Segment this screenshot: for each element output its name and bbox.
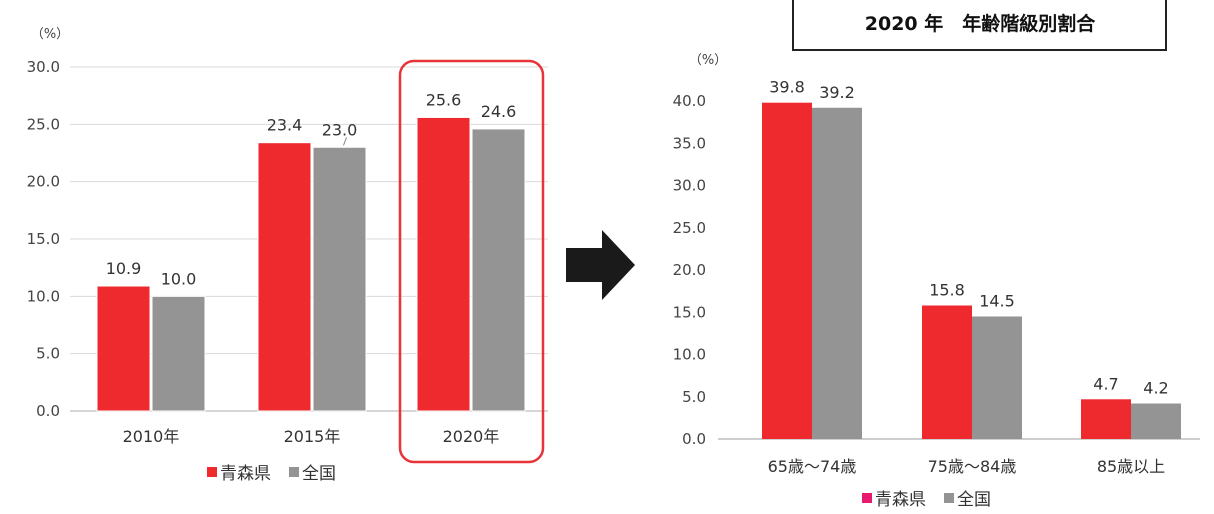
bar-national	[471, 128, 526, 412]
legend: 青森県 全国	[207, 464, 336, 484]
data-label: 15.8	[929, 280, 965, 299]
x-category-label: 2015年	[284, 427, 341, 446]
bar-national	[812, 107, 862, 439]
y-tick-label: 10.0	[673, 346, 706, 364]
legend-label: 全国	[957, 490, 991, 510]
x-category-label: 2010年	[123, 427, 180, 446]
x-category-label: 75歳～84歳	[928, 457, 1017, 476]
y-tick-label: 20.0	[27, 173, 60, 191]
bar-national	[1131, 403, 1181, 439]
chart-1: （%） 0.0 5.0 10.0 15.0 20.0 25.0 30.0 10.9 10.0 201…	[27, 27, 548, 484]
legend-swatch	[944, 493, 954, 503]
y-tick-label: 15.0	[673, 303, 706, 321]
bar-aomori	[922, 305, 972, 439]
x-category-label: 2020年	[443, 427, 500, 446]
y-tick-label: 30.0	[673, 177, 706, 195]
legend-label: 全国	[302, 464, 336, 484]
x-category-label: 65歳～74歳	[768, 457, 857, 476]
y-tick-label: 30.0	[27, 58, 60, 76]
legend-swatch	[289, 467, 299, 477]
y-axis-unit-label: （%）	[689, 53, 727, 68]
data-label: 14.5	[979, 291, 1015, 310]
legend: 青森県 全国	[862, 490, 991, 510]
y-tick-label: 40.0	[673, 92, 706, 110]
data-label: 39.8	[769, 78, 805, 97]
chart-2: 2020 年 年齢階級別割合 （%） 0.0 5.0 10.0 15.0 20.0 25.0 3…	[673, 0, 1200, 510]
y-tick-label: 25.0	[27, 115, 60, 133]
legend-label: 青森県	[875, 490, 926, 510]
y-tick-label: 35.0	[673, 134, 706, 152]
y-tick-label: 5.0	[682, 388, 706, 406]
arrow-right-icon	[566, 230, 635, 300]
bar-national	[972, 316, 1022, 439]
chart-title-box	[792, 0, 1167, 51]
legend-swatch	[207, 467, 217, 477]
legend-label: 青森県	[220, 464, 271, 484]
bar-aomori	[416, 116, 471, 412]
y-tick-label: 10.0	[27, 287, 60, 305]
data-label: 24.6	[481, 102, 517, 121]
data-label: 4.2	[1143, 379, 1168, 398]
legend-swatch	[862, 493, 872, 503]
chart-title: 2020 年 年齢階級別割合	[865, 12, 1096, 35]
arrow-shape	[566, 230, 635, 300]
data-label: 10.0	[161, 269, 197, 288]
data-label: 23.0	[322, 120, 358, 139]
y-tick-label: 0.0	[682, 430, 706, 448]
y-tick-label: 15.0	[27, 230, 60, 248]
data-label: 25.6	[426, 90, 462, 109]
data-label: 39.2	[819, 83, 855, 102]
data-label: 4.7	[1093, 374, 1118, 393]
bar-aomori	[1081, 399, 1131, 439]
x-category-label: 85歳以上	[1097, 457, 1165, 476]
data-label: 10.9	[106, 259, 142, 278]
y-tick-label: 5.0	[36, 345, 60, 363]
leader-line	[343, 137, 347, 146]
y-tick-label: 20.0	[673, 261, 706, 279]
y-tick-label: 25.0	[673, 219, 706, 237]
data-label: 23.4	[267, 116, 303, 135]
bar-aomori	[257, 142, 312, 412]
bar-national	[151, 295, 206, 412]
highlight-box	[398, 59, 545, 464]
bar-national	[312, 146, 367, 412]
y-axis-unit-label: （%）	[31, 27, 69, 42]
y-tick-label: 0.0	[36, 402, 60, 420]
bar-aomori	[96, 285, 151, 412]
bar-aomori	[762, 102, 812, 439]
